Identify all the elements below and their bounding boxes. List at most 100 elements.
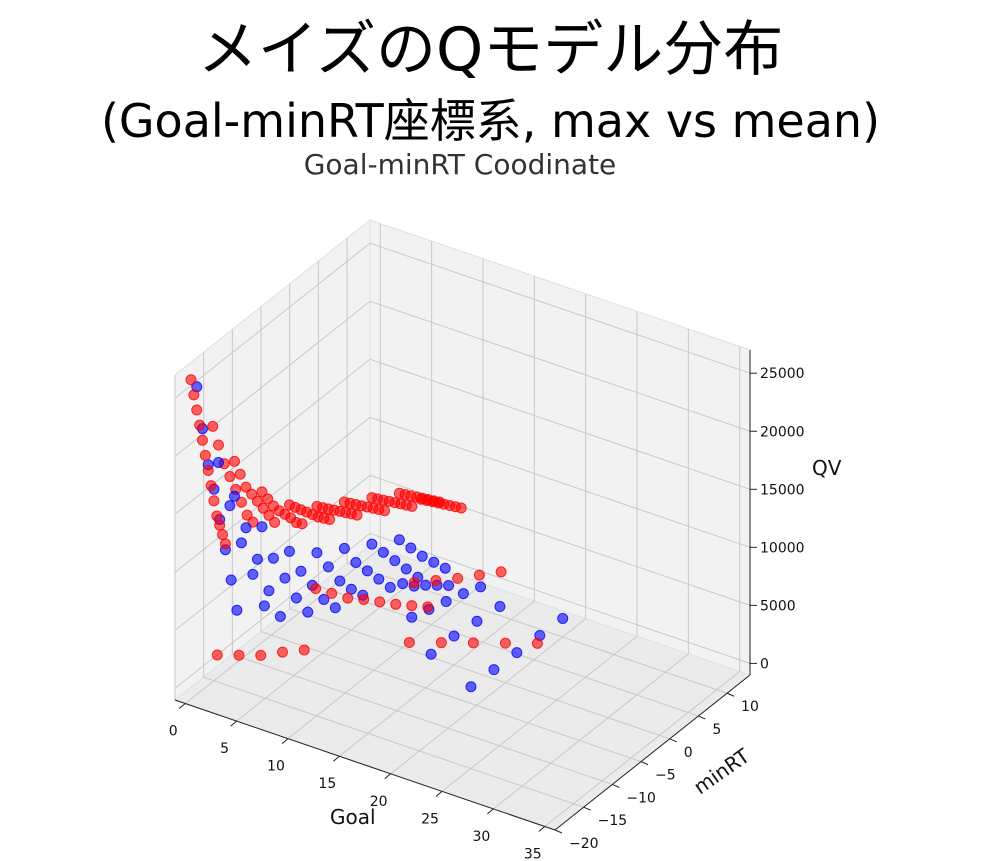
data-point-blue (511, 647, 523, 659)
data-point-red (235, 496, 247, 508)
data-point-blue (440, 595, 452, 607)
data-point-blue (279, 572, 291, 584)
data-point-blue (212, 456, 224, 468)
data-point-red (531, 637, 543, 649)
data-point-blue (457, 588, 469, 600)
data-point-blue (471, 615, 483, 627)
data-point-blue (283, 545, 295, 557)
data-point-red (228, 455, 240, 467)
y-tick-label: 0 (684, 745, 693, 761)
data-point-blue (366, 538, 378, 550)
data-point-red (342, 592, 354, 604)
z-tick-label: 0 (760, 656, 769, 672)
x-tick-label: 30 (472, 829, 490, 845)
y-tick-mark (698, 715, 706, 720)
data-point-blue (302, 606, 314, 618)
data-point-blue (400, 563, 412, 575)
chart-title: Goal-minRT Coodinate (304, 148, 617, 181)
data-point-red (298, 644, 310, 656)
data-point-red (207, 420, 219, 432)
data-point-red (393, 487, 405, 499)
data-point-red (473, 569, 485, 581)
data-point-red (214, 519, 226, 531)
grid-line-z (174, 532, 751, 689)
data-point-blue (240, 522, 252, 534)
y-tick-label: 5 (712, 722, 721, 738)
x-tick-label: 25 (421, 811, 439, 827)
data-point-red (241, 509, 253, 521)
data-point-red (262, 493, 274, 505)
data-point-red (263, 509, 275, 521)
data-point-red (406, 600, 418, 612)
data-point-blue (377, 546, 389, 558)
data-point-blue (228, 490, 240, 502)
y-tick-label: −10 (626, 790, 656, 806)
data-point-blue (318, 593, 330, 605)
x-tick-label: 35 (524, 846, 542, 861)
x-tick-mark (384, 773, 391, 780)
x-tick-label: 5 (220, 741, 229, 757)
y-axis-label: minRT (689, 743, 755, 799)
data-point-blue (274, 610, 286, 622)
data-point-blue (439, 562, 451, 574)
x-tick-mark (538, 826, 546, 832)
data-point-red (211, 649, 223, 661)
x-tick-mark (178, 703, 186, 709)
z-tick-label: 10000 (760, 540, 805, 556)
data-point-red (338, 496, 350, 508)
z-tick-label: 15000 (760, 482, 805, 498)
data-point-red (199, 449, 211, 461)
y-tick-mark (640, 761, 649, 766)
data-point-red (408, 577, 420, 589)
slide-subtitle: (Goal-minRT座標系, max vs mean) (100, 94, 881, 148)
x-tick-label: 10 (267, 759, 285, 775)
data-point-blue (338, 542, 350, 554)
grid-line-y (289, 283, 670, 740)
grid-line-z (174, 474, 751, 631)
grid-line-y (260, 306, 642, 763)
data-point-blue (405, 542, 417, 554)
data-point-blue (389, 555, 401, 567)
y-tick-mark (583, 806, 591, 811)
data-point-red (283, 499, 295, 511)
y-tick-label: −20 (569, 836, 599, 852)
y-tick-mark (554, 829, 563, 834)
data-points (185, 374, 569, 693)
z-tick-label: 25000 (760, 366, 805, 382)
data-point-blue (267, 552, 279, 564)
data-point-red (185, 374, 197, 386)
data-point-blue (258, 600, 270, 612)
data-point-blue (475, 581, 487, 593)
grid-line-x (390, 293, 587, 775)
data-point-blue (406, 611, 418, 623)
data-point-red (358, 593, 370, 605)
z-tick-label: 5000 (760, 598, 796, 614)
grid-line-y (231, 329, 613, 785)
data-point-blue (448, 630, 460, 642)
data-point-blue (384, 581, 396, 593)
y-axis-line (554, 674, 751, 831)
data-point-red (452, 572, 464, 584)
data-point-red (256, 486, 268, 498)
data-point-blue (311, 547, 323, 559)
data-point-blue (416, 550, 428, 562)
x-tick-mark (281, 738, 289, 745)
y-tick-label: −15 (598, 813, 628, 829)
data-point-red (311, 500, 323, 512)
data-point-red (240, 481, 252, 493)
data-point-red (191, 404, 203, 416)
data-point-blue (397, 578, 409, 590)
slide-title: メイズのQモデル分布 (197, 15, 784, 85)
x-tick-label: 15 (318, 776, 336, 792)
grid-line-x (339, 276, 535, 757)
data-point-blue (488, 664, 500, 676)
data-point-red (246, 488, 258, 500)
data-point-red (267, 500, 279, 512)
x-axis-label: Goal (330, 805, 376, 829)
data-point-red (211, 510, 223, 522)
data-point-red (495, 566, 507, 578)
data-point-blue (465, 681, 477, 693)
data-point-blue (350, 557, 362, 569)
grid-line-x (544, 346, 741, 827)
